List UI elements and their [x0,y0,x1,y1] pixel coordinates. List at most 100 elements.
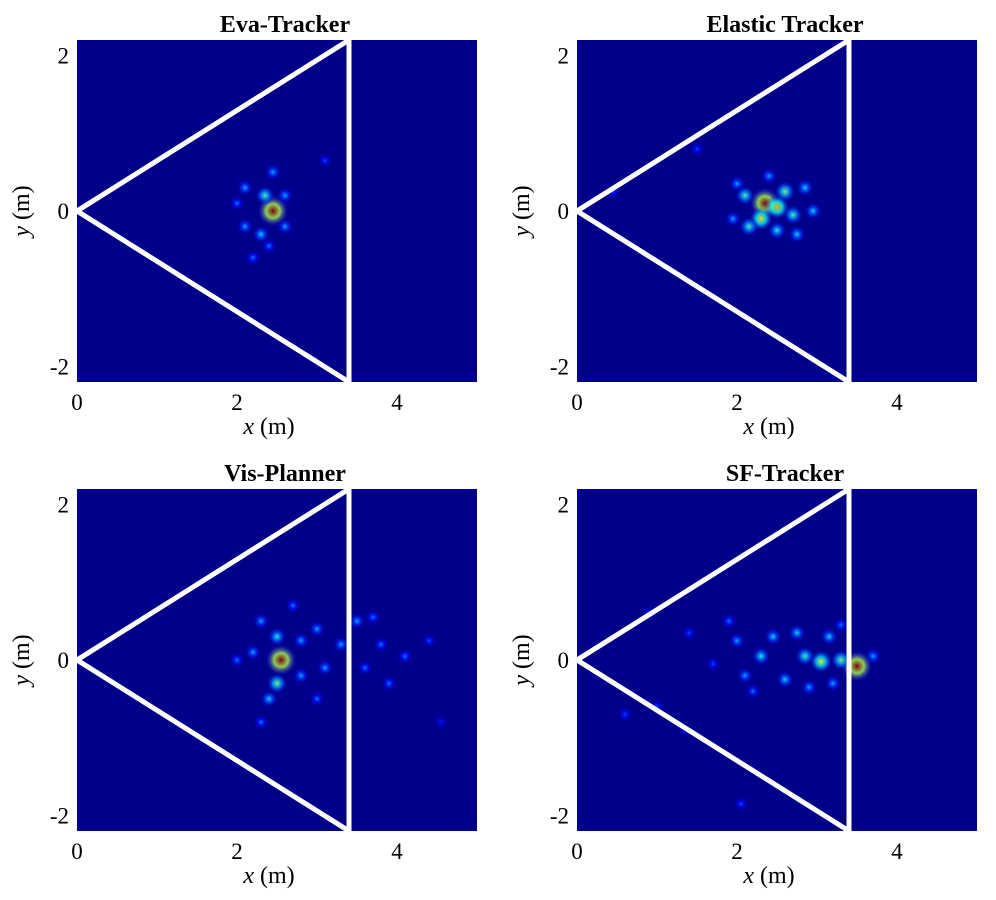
heat-spot [252,225,270,243]
heat-spot [255,185,275,205]
heat-spot [745,683,761,699]
heat-spot [690,142,704,156]
heat-spot [357,660,373,675]
x-tick-label: 2 [731,839,743,864]
heat-spot [397,648,413,664]
fov-triangle [577,489,852,831]
heat-spot [245,250,261,265]
x-tick-label: 4 [891,839,903,864]
heat-spot [309,621,325,637]
heat-spot [768,221,786,240]
heat-spot [739,217,759,237]
heat-spot [349,613,365,629]
x-axis-label: x (m) [242,414,294,440]
heat-spot [293,667,309,684]
y-tick-label: 0 [58,648,70,673]
heat-spot [237,218,253,235]
x-tick-label: 4 [891,390,903,415]
heat-spot [618,707,632,722]
heat-spot [865,648,881,664]
heat-spot [260,690,278,708]
heat-spot [245,644,261,661]
fov-triangle [577,40,852,382]
heat-spot [825,675,841,692]
heat-spot [801,679,817,695]
heat-spot [293,632,309,649]
heat-spot [333,636,349,653]
plot-background [577,489,977,831]
x-tick-label: 2 [231,839,243,864]
heat-spot [253,714,269,730]
x-tick-label: 2 [231,390,243,415]
heat-spot [820,628,838,646]
x-tick-label: 4 [391,839,403,864]
heatmap [229,153,332,265]
heat-spot [237,179,253,196]
heat-spot [268,627,286,646]
x-tick-label: 0 [71,390,83,415]
heat-spot [318,153,332,168]
heat-spot [265,164,281,180]
heat-spot [682,626,696,640]
x-tick-label: 0 [71,839,83,864]
heat-spot [229,652,245,668]
heat-spot [309,691,325,707]
panel-title: Eva-Tracker [220,12,351,38]
heat-spot [317,659,333,676]
heat-spot [809,650,833,673]
y-tick-label: -2 [50,354,69,379]
panel-title: SF-Tracker [726,461,845,487]
panel-title: Vis-Planner [224,461,346,487]
heat-spot [266,673,288,694]
fov-triangle [77,489,352,831]
heat-spot [373,637,389,652]
x-tick-label: 4 [391,390,403,415]
heat-spot [804,202,822,220]
heat-spot [253,613,269,629]
heat-spot [721,613,737,629]
heat-spot [764,628,782,646]
y-tick-label: 2 [58,44,70,69]
panel-title: Elastic Tracker [706,12,863,38]
x-tick-label: 0 [571,839,583,864]
y-tick-label: 0 [558,199,570,224]
x-axis-label: x (m) [742,414,794,440]
fov-triangle [77,40,352,382]
heat-spot [285,598,301,613]
y-axis-label: y (m) [509,634,535,687]
heat-spot [830,649,852,671]
heat-spot [752,647,770,666]
heat-spot [761,168,777,184]
heat-spot [277,187,293,204]
y-tick-label: -2 [550,354,569,379]
heat-spot [277,218,293,235]
heat-spot [796,179,814,197]
y-tick-label: 0 [558,648,570,673]
y-tick-label: 0 [58,199,70,224]
heat-spot [774,181,796,202]
x-tick-label: 2 [731,390,743,415]
heat-spot [265,644,297,676]
heat-spot [734,797,748,811]
y-tick-label: -2 [550,803,569,828]
y-axis-label: y (m) [9,185,35,238]
heat-spot [365,610,381,625]
heat-spot [434,716,448,729]
heat-spot [229,196,245,211]
heat-spot [422,633,436,648]
heat-spot [776,671,794,688]
heat-spot [261,238,277,254]
heat-spot [729,176,745,192]
x-axis-label: x (m) [742,863,794,889]
heat-spot [706,657,720,671]
heat-spot [795,646,815,666]
y-axis-label: y (m) [509,185,535,238]
y-tick-label: 2 [558,44,570,69]
heat-spot [788,225,806,243]
heat-spot [783,205,803,225]
heat-spot [381,676,397,691]
